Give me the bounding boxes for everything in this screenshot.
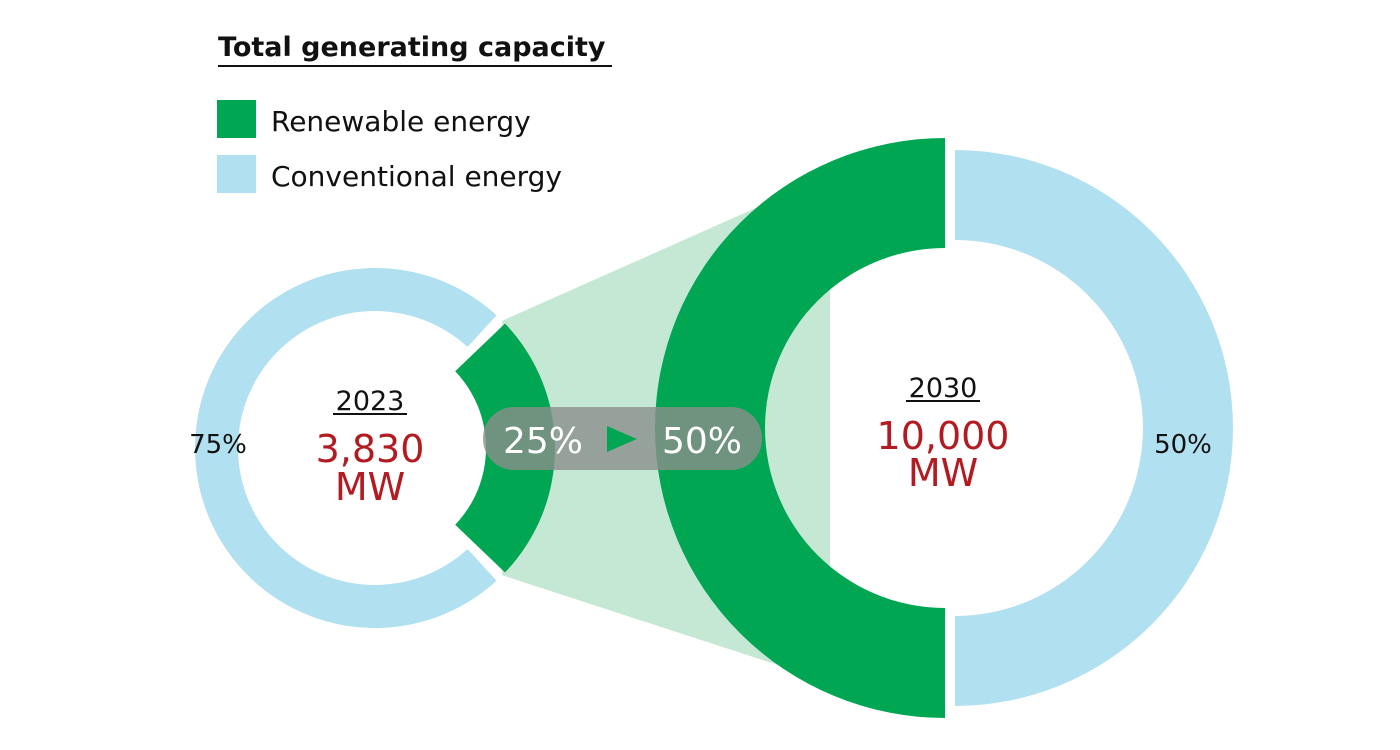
transition-to: 50% bbox=[662, 421, 742, 462]
chart-title: Total generating capacity bbox=[218, 32, 606, 63]
donut-2023-conventional bbox=[194, 268, 497, 628]
transition-from: 25% bbox=[503, 421, 583, 462]
transition-pill: 25% 50% bbox=[483, 407, 762, 470]
value-2023: 3,830 bbox=[316, 427, 425, 471]
legend-label-renewable: Renewable energy bbox=[271, 105, 531, 138]
legend-label-conventional: Conventional energy bbox=[271, 160, 562, 193]
unit-2030: MW bbox=[908, 451, 978, 495]
legend-swatch-renewable bbox=[217, 100, 256, 138]
conventional-label-2023: 75% bbox=[189, 430, 247, 460]
year-2030: 2030 bbox=[909, 373, 978, 404]
donut-2030-renewable bbox=[654, 138, 945, 718]
conventional-label-2030: 50% bbox=[1154, 430, 1212, 460]
year-2023: 2023 bbox=[336, 386, 405, 417]
value-2030: 10,000 bbox=[877, 414, 1010, 458]
donut-2030-conventional bbox=[955, 150, 1233, 706]
arrow-right-icon bbox=[607, 426, 637, 452]
unit-2023: MW bbox=[335, 465, 405, 509]
legend-swatch-conventional bbox=[217, 155, 256, 193]
